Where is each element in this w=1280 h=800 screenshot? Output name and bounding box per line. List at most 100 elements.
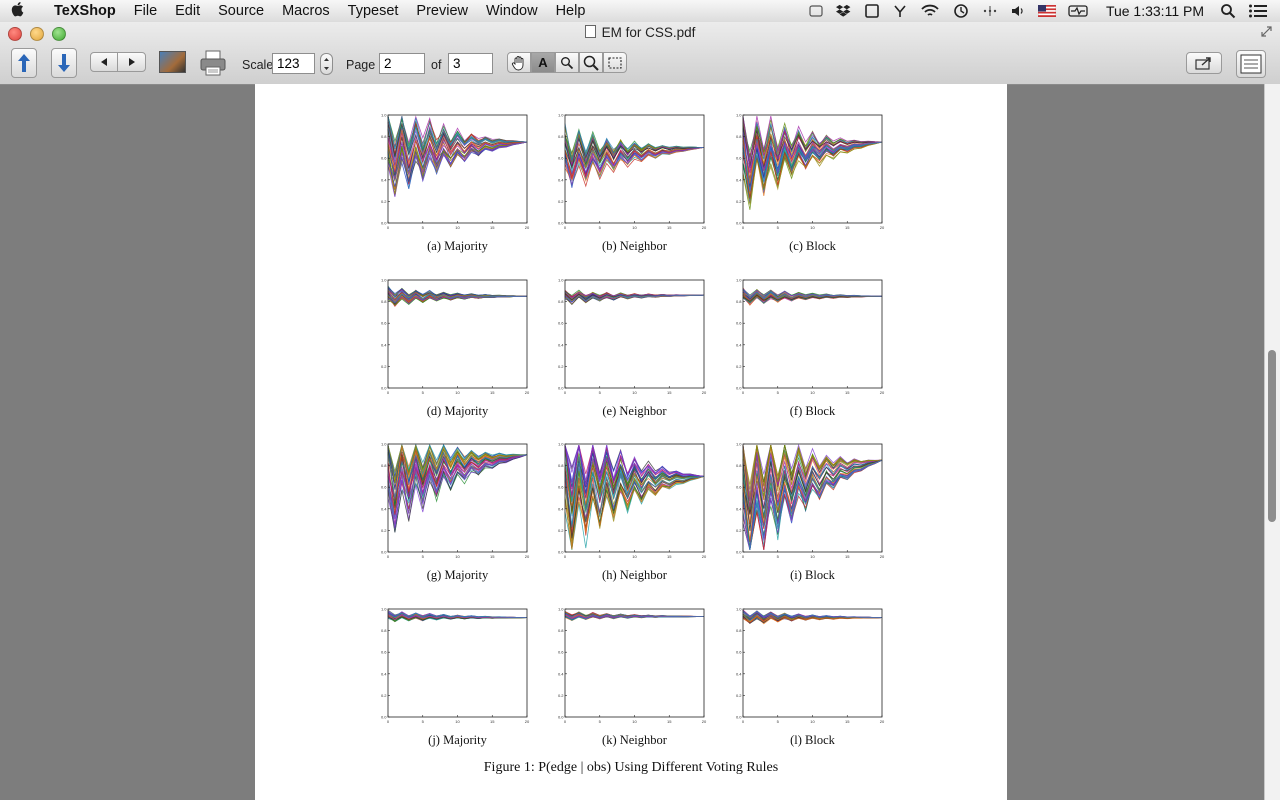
series-line [564,147,705,187]
apple-logo-icon[interactable] [0,1,36,21]
typeset-up-button[interactable] [11,48,37,78]
time-machine-icon[interactable] [946,3,976,19]
vertical-scrollbar[interactable] [1264,84,1280,800]
close-button[interactable] [8,27,22,41]
series-line [387,451,528,498]
menu-window[interactable]: Window [486,3,538,19]
subfigure-caption: (c) Block [789,239,836,253]
menu-file[interactable]: File [133,3,158,19]
image-icon[interactable] [159,51,186,73]
hand-tool-button[interactable] [507,52,531,73]
scroll-thumb[interactable] [1268,350,1276,522]
zoom-tool-button[interactable] [555,52,579,73]
series-line [387,293,528,304]
app-menu-texshop[interactable]: TeXShop [54,3,116,19]
previous-page-button[interactable] [90,52,118,72]
x-tick-label: 20 [525,225,530,230]
x-tick-label: 15 [667,554,672,559]
next-page-button[interactable] [117,52,146,72]
line-chart: 0.0 0.2 0.4 0.6 0.8 1.0 0 5 10 15 20 [558,278,707,395]
zoom-button[interactable] [52,27,66,41]
minimize-button[interactable] [30,27,44,41]
x-tick-label: 15 [845,719,850,724]
y-tick-label: 0.6 [381,485,387,490]
menu-source[interactable]: Source [218,3,265,19]
series-group [387,115,528,197]
window-icon[interactable] [802,4,830,18]
y-tick-label: 0.6 [736,156,742,161]
series-line [742,130,883,171]
subfigure-caption: (j) Majority [428,733,487,747]
magnifier-icon [583,55,599,71]
list-icon[interactable] [1242,3,1280,19]
page-input[interactable] [379,53,425,74]
series-line [742,294,883,302]
line-chart: 0.0 0.2 0.4 0.6 0.8 1.0 0 5 10 15 20 [558,442,707,559]
menu-edit[interactable]: Edit [175,3,201,19]
hand-icon [511,55,524,70]
x-tick-label: 20 [880,390,885,395]
wifi-icon[interactable] [914,4,946,18]
y-tick-label: 0.8 [558,628,564,633]
menu-help[interactable]: Help [555,3,586,19]
display-icon[interactable] [858,4,886,18]
document-icon [584,25,596,38]
x-tick-label: 10 [810,225,815,230]
menu-preview[interactable]: Preview [416,3,468,19]
fullscreen-icon[interactable] [1261,26,1272,40]
activity-icon[interactable] [1062,4,1096,18]
stepper-arrows-icon [324,58,329,70]
dropbox-icon[interactable] [830,4,858,18]
series-group [387,609,528,623]
spotlight-icon[interactable] [1214,3,1242,19]
toolbar: Scale Page of A [0,44,1280,84]
share-button[interactable] [1186,52,1222,74]
series-group [564,611,705,621]
x-tick-label: 20 [525,554,530,559]
clock-text[interactable]: Tue 1:33:11 PM [1105,3,1204,19]
drawer-button[interactable] [1236,50,1266,78]
x-tick-label: 20 [880,719,885,724]
arrow-up-icon [18,54,30,72]
x-tick-label: 5 [777,719,780,724]
us-flag-icon[interactable] [1032,5,1062,17]
y-tick-label: 1.0 [381,278,387,283]
series-line [387,454,528,533]
tool-icon[interactable] [886,4,914,18]
y-tick-label: 0.2 [736,693,742,698]
y-tick-label: 0.6 [381,156,387,161]
y-tick-label: 0.0 [736,550,742,555]
y-tick-label: 0.6 [558,485,564,490]
magnify-tool-button[interactable] [579,52,603,73]
subfigure-caption: (h) Neighbor [602,568,667,582]
x-tick-label: 10 [632,719,637,724]
scale-input[interactable] [272,53,315,74]
text-select-tool-button[interactable]: A [531,52,555,73]
line-chart: 0.0 0.2 0.4 0.6 0.8 1.0 0 5 10 15 20 [381,442,530,559]
volume-icon[interactable] [1004,4,1032,18]
y-tick-label: 0.2 [381,364,387,369]
series-line [564,476,705,550]
y-tick-label: 0.2 [558,693,564,698]
y-tick-label: 1.0 [558,442,564,447]
x-tick-label: 0 [564,225,567,230]
series-line [564,456,705,513]
line-chart: 0.0 0.2 0.4 0.6 0.8 1.0 0 5 10 15 20 [736,278,885,395]
x-tick-label: 15 [845,390,850,395]
y-tick-label: 0.4 [558,506,564,511]
scale-stepper[interactable] [320,53,333,75]
menu-typeset[interactable]: Typeset [347,3,399,19]
series-group [387,285,528,307]
marquee-select-tool-button[interactable] [603,52,627,73]
bluetooth-icon[interactable] [976,4,1004,18]
y-tick-label: 0.8 [736,299,742,304]
series-line [564,445,705,515]
typeset-down-button[interactable] [51,48,77,78]
series-line [742,125,883,168]
y-tick-label: 0.0 [381,386,387,391]
y-tick-label: 1.0 [381,113,387,118]
x-tick-label: 10 [810,390,815,395]
printer-icon[interactable] [199,49,227,77]
menu-macros[interactable]: Macros [282,3,330,19]
x-tick-label: 10 [810,719,815,724]
